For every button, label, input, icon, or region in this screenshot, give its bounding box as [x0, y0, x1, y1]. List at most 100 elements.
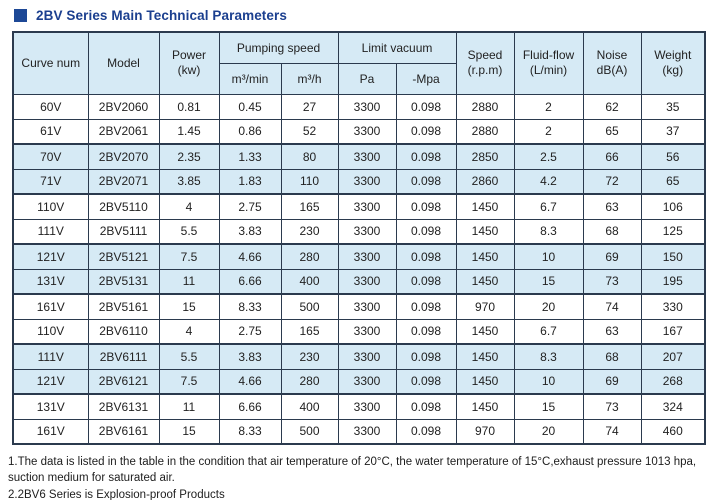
- cell-weight-kg: 65: [640, 168, 706, 195]
- cell-fluid-flow: 8.3: [513, 218, 584, 245]
- cell-power-kw: 15: [158, 418, 220, 445]
- header-row-2: m³/min m³/h Pa -Mpa: [13, 62, 705, 95]
- cell-weight-kg: 330: [640, 293, 706, 320]
- cell-vacuum-mpa: 0.098: [395, 393, 457, 420]
- table-row: 161V 2BV5161 15 8.33 500 3300 0.098 970 20 74 330: [12, 293, 706, 320]
- col-header-speed: Speed (r.p.m): [455, 31, 515, 95]
- footnote-1: 1.The data is listed in the table in the…: [8, 456, 697, 485]
- cell-vacuum-mpa: 0.098: [395, 93, 457, 120]
- cell-curve-num: 121V: [12, 368, 89, 395]
- cell-noise-db: 62: [582, 93, 642, 120]
- noise-label-line1: Noise: [596, 48, 628, 63]
- cell-fluid-flow: 2: [513, 93, 584, 120]
- cell-pumping-m3h: 280: [280, 368, 339, 395]
- col-header-noise: Noise dB(A): [582, 31, 642, 95]
- cell-pumping-m3h: 230: [280, 343, 339, 370]
- cell-speed-rpm: 1450: [455, 318, 515, 345]
- fluid-label-line1: Fluid-flow: [522, 48, 575, 63]
- table-row: 121V 2BV5121 7.5 4.66 280 3300 0.098 1450 10 69 15…: [12, 243, 706, 270]
- cell-model: 2BV6131: [87, 393, 160, 420]
- cell-power-kw: 4: [158, 318, 220, 345]
- cell-model: 2BV6110: [87, 318, 160, 345]
- cell-vacuum-pa: 3300: [337, 368, 397, 395]
- cell-pumping-m3h: 52: [280, 118, 339, 145]
- col-header-pumping-speed: Pumping speed: [218, 31, 339, 64]
- cell-pumping-m3h: 500: [280, 418, 339, 445]
- cell-vacuum-mpa: 0.098: [395, 318, 457, 345]
- cell-noise-db: 69: [582, 368, 642, 395]
- cell-noise-db: 68: [582, 343, 642, 370]
- cell-vacuum-pa: 3300: [337, 418, 397, 445]
- cell-model: 2BV5110: [87, 193, 160, 220]
- col-header-neg-mpa: -Mpa: [395, 62, 457, 95]
- cell-speed-rpm: 2880: [455, 118, 515, 145]
- cell-speed-rpm: 2860: [455, 168, 515, 195]
- col-header-fluid-flow: Fluid-flow (L/min): [513, 31, 584, 95]
- cell-power-kw: 1.45: [158, 118, 220, 145]
- cell-noise-db: 74: [582, 418, 642, 445]
- cell-speed-rpm: 1450: [455, 268, 515, 295]
- cell-speed-rpm: 2850: [455, 143, 515, 170]
- cell-model: 2BV2060: [87, 93, 160, 120]
- cell-weight-kg: 460: [640, 418, 706, 445]
- cell-curve-num: 161V: [12, 293, 89, 320]
- cell-model: 2BV5161: [87, 293, 160, 320]
- cell-power-kw: 15: [158, 293, 220, 320]
- cell-model: 2BV5111: [87, 218, 160, 245]
- table-body: 60V 2BV2060 0.81 0.45 27 3300 0.098 2880 2 62 35 61…: [12, 93, 706, 445]
- cell-power-kw: 2.35: [158, 143, 220, 170]
- cell-pumping-m3h: 500: [280, 293, 339, 320]
- header-row-1: Curve num Model Power (kw) Pumping speed…: [12, 31, 706, 95]
- cell-fluid-flow: 2.5: [513, 143, 584, 170]
- cell-fluid-flow: 20: [513, 418, 584, 445]
- cell-speed-rpm: 1450: [455, 218, 515, 245]
- cell-power-kw: 7.5: [158, 243, 220, 270]
- cell-noise-db: 68: [582, 218, 642, 245]
- cell-fluid-flow: 20: [513, 293, 584, 320]
- cell-power-kw: 5.5: [158, 218, 220, 245]
- cell-vacuum-pa: 3300: [337, 393, 397, 420]
- cell-power-kw: 4: [158, 193, 220, 220]
- cell-vacuum-mpa: 0.098: [395, 343, 457, 370]
- title-bullet-square-icon: [14, 9, 27, 22]
- cell-model: 2BV6161: [87, 418, 160, 445]
- cell-model: 2BV5131: [87, 268, 160, 295]
- cell-vacuum-pa: 3300: [337, 293, 397, 320]
- cell-power-kw: 3.85: [158, 168, 220, 195]
- cell-speed-rpm: 1450: [455, 393, 515, 420]
- cell-vacuum-pa: 3300: [337, 243, 397, 270]
- cell-pumping-m3h: 165: [280, 318, 339, 345]
- cell-weight-kg: 56: [640, 143, 706, 170]
- power-label-line1: Power: [171, 48, 206, 63]
- cell-vacuum-mpa: 0.098: [395, 418, 457, 445]
- col-header-limit-vacuum: Limit vacuum: [337, 31, 457, 64]
- cell-vacuum-pa: 3300: [337, 143, 397, 170]
- cell-power-kw: 11: [158, 268, 220, 295]
- cell-speed-rpm: 1450: [455, 243, 515, 270]
- cell-model: 2BV2061: [87, 118, 160, 145]
- cell-fluid-flow: 15: [513, 393, 584, 420]
- weight-label-line2: (kg): [662, 63, 684, 78]
- parameters-table: Curve num Model Power (kw) Pumping speed…: [12, 31, 707, 445]
- cell-weight-kg: 195: [640, 268, 706, 295]
- section-title-row: 2BV Series Main Technical Parameters: [14, 8, 707, 23]
- cell-vacuum-mpa: 0.098: [395, 268, 457, 295]
- table-row: 60V 2BV2060 0.81 0.45 27 3300 0.098 2880 2 62 35: [12, 93, 706, 120]
- cell-noise-db: 72: [582, 168, 642, 195]
- cell-vacuum-mpa: 0.098: [395, 243, 457, 270]
- cell-pumping-m3min: 6.66: [218, 393, 282, 420]
- cell-weight-kg: 268: [640, 368, 706, 395]
- cell-vacuum-mpa: 0.098: [395, 218, 457, 245]
- cell-pumping-m3min: 8.33: [218, 293, 282, 320]
- cell-pumping-m3min: 2.75: [218, 318, 282, 345]
- cell-weight-kg: 125: [640, 218, 706, 245]
- table-row: 61V 2BV2061 1.45 0.86 52 3300 0.098 2880 2 65 37: [12, 118, 706, 145]
- cell-noise-db: 63: [582, 318, 642, 345]
- cell-pumping-m3min: 8.33: [218, 418, 282, 445]
- table-row: 110V 2BV6110 4 2.75 165 3300 0.098 1450 6.7 63 167: [12, 318, 706, 345]
- cell-pumping-m3min: 1.83: [218, 168, 282, 195]
- cell-fluid-flow: 4.2: [513, 168, 584, 195]
- cell-weight-kg: 207: [640, 343, 706, 370]
- table-row: 111V 2BV5111 5.5 3.83 230 3300 0.098 1450 8.3 68 1…: [12, 218, 706, 245]
- cell-fluid-flow: 10: [513, 368, 584, 395]
